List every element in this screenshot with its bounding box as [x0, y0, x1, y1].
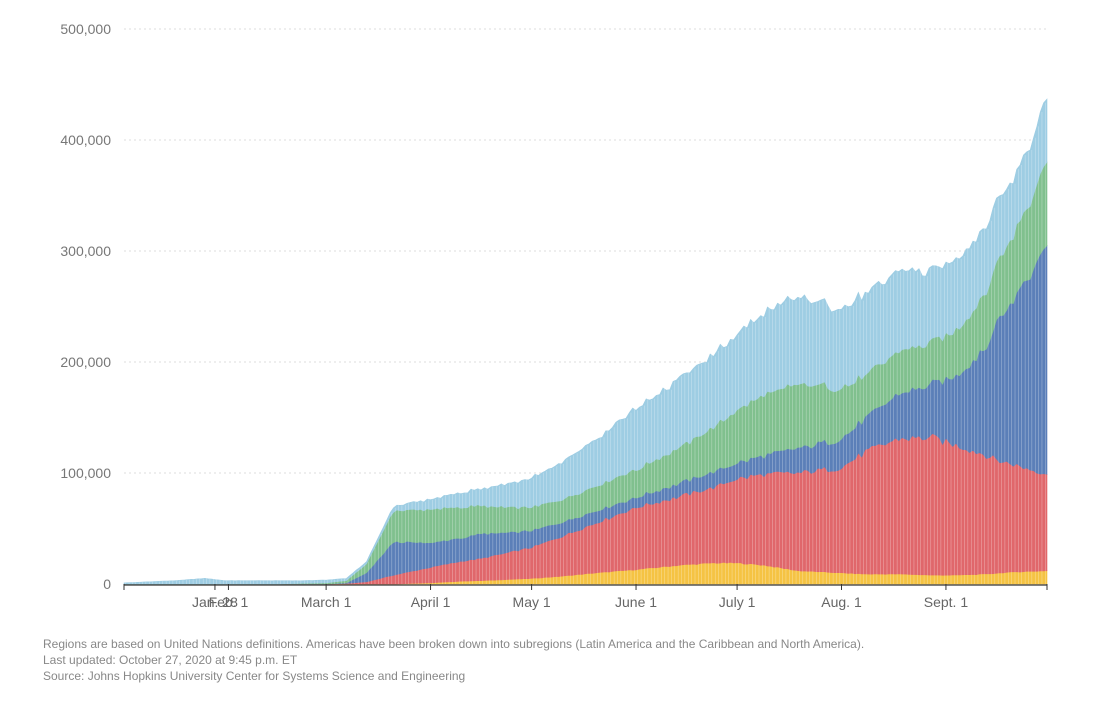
series-areas	[123, 98, 1048, 585]
x-tick-label: Aug. 1	[821, 594, 862, 610]
y-tick-label: 500,000	[60, 21, 111, 37]
y-axis-labels: 0 100,000 200,000 300,000 400,000 500,000	[60, 21, 111, 592]
y-tick-label: 400,000	[60, 132, 111, 148]
daily-bar-texture	[125, 99, 1049, 584]
last-updated: Last updated: October 27, 2020 at 9:45 p…	[43, 653, 298, 667]
x-tick-label: May 1	[513, 594, 551, 610]
x-tick-label: June 1	[615, 594, 657, 610]
stacked-area-chart: 0 100,000 200,000 300,000 400,000 500,000 Jan…	[60, 21, 1049, 610]
x-tick-label: April 1	[411, 594, 451, 610]
x-tick-label: March 1	[301, 594, 352, 610]
footnote-regions: Regions are based on United Nations defi…	[43, 637, 865, 651]
y-tick-label: 300,000	[60, 243, 111, 259]
x-tick-label: Sept. 1	[924, 594, 969, 610]
y-tick-label: 200,000	[60, 354, 111, 370]
y-tick-label: 100,000	[60, 465, 111, 481]
x-tick-label: July 1	[719, 594, 756, 610]
x-tick-label: Jan. 28	[192, 594, 238, 610]
source-note: Source: Johns Hopkins University Center …	[43, 669, 466, 683]
area-asia	[123, 98, 1048, 585]
x-tick-label: Feb. 1	[209, 594, 249, 610]
y-tick-label: 0	[103, 576, 111, 592]
